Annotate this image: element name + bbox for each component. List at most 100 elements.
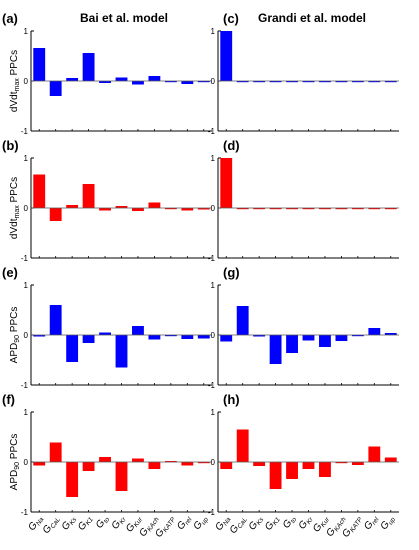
bar-kur xyxy=(319,208,331,210)
y-tick-label: 0 xyxy=(24,204,29,213)
bar-cal xyxy=(236,208,249,210)
y-tick-label: 1 xyxy=(211,281,216,290)
bar-up xyxy=(384,457,397,462)
bar-kr xyxy=(302,208,315,210)
category-label-up: Gup xyxy=(192,513,211,532)
bar-up xyxy=(197,462,210,464)
category-label-kur: GKur xyxy=(124,513,145,535)
bar-k1 xyxy=(269,462,282,489)
y-label-main: APD xyxy=(9,343,20,364)
bar-kur xyxy=(319,81,331,83)
bar-to xyxy=(286,335,298,353)
y-label-sub: max xyxy=(14,205,21,219)
bar-cal xyxy=(49,81,62,96)
y-tick-label: -1 xyxy=(208,381,216,390)
panel-label: (h) xyxy=(223,392,240,407)
bar-to xyxy=(99,208,111,211)
bar-up xyxy=(384,333,397,335)
y-tick-label: 0 xyxy=(24,331,29,340)
panel-b: -1 0 1 (b) xyxy=(2,138,212,263)
y-tick-label: 1 xyxy=(211,408,216,417)
category-sub: K1 xyxy=(85,516,96,527)
category-sub: rel xyxy=(371,516,381,526)
category-sub: Kr xyxy=(305,516,315,526)
bar-kur xyxy=(319,462,331,477)
bar-katp xyxy=(164,81,177,83)
y-tick-label: 0 xyxy=(211,77,216,86)
bar-rel xyxy=(368,446,381,462)
y-tick-label: 1 xyxy=(24,281,29,290)
bar-rel xyxy=(368,81,381,83)
bar-na xyxy=(33,48,46,81)
panel-c: -1 0 1 (c) xyxy=(208,11,399,136)
bar-katp xyxy=(351,335,364,337)
panel-label: (g) xyxy=(223,265,240,280)
bar-cal xyxy=(49,442,62,462)
y-tick-label: 0 xyxy=(211,331,216,340)
bar-k1 xyxy=(82,184,95,208)
bar-to xyxy=(99,81,111,83)
bar-to xyxy=(286,81,298,83)
category-sub: Kr xyxy=(118,516,128,526)
y-label-sub: 90 xyxy=(14,335,21,343)
y-tick-label: 1 xyxy=(211,27,216,36)
category-sub: Ks xyxy=(255,516,266,527)
panel-label: (d) xyxy=(223,138,240,153)
bar-na xyxy=(220,158,233,208)
bar-kr xyxy=(302,81,315,83)
category-sub: rel xyxy=(184,516,194,526)
bar-ks xyxy=(66,335,79,362)
y-tick-label: 1 xyxy=(24,154,29,163)
y-tick-label: 1 xyxy=(24,27,29,36)
category-label-rel: Grel xyxy=(175,513,194,533)
bar-rel xyxy=(181,81,194,84)
bar-kach xyxy=(335,335,348,341)
bar-cal xyxy=(236,429,249,462)
bar-up xyxy=(384,208,397,210)
bar-cal xyxy=(236,306,249,335)
y-tick-label: 0 xyxy=(211,458,216,467)
bar-rel xyxy=(181,335,194,339)
y-tick-label: -1 xyxy=(208,127,216,136)
panel-g: -1 0 1 (g) xyxy=(208,265,399,390)
category-label-katp: GKATP xyxy=(340,513,364,540)
category-label-kr: GKr xyxy=(297,513,316,532)
y-label-suffix: PPCs xyxy=(9,434,20,462)
bar-kach xyxy=(148,202,161,208)
category-sub: up xyxy=(387,516,397,526)
bar-kach xyxy=(335,208,348,210)
category-label-ks: GKs xyxy=(247,513,266,533)
bar-up xyxy=(197,208,210,210)
bar-ks xyxy=(253,335,266,337)
bar-rel xyxy=(181,462,194,466)
bar-to xyxy=(99,332,111,335)
bar-kach xyxy=(148,335,161,340)
bar-kr xyxy=(115,77,128,81)
category-label-k1: GK1 xyxy=(263,513,282,533)
bar-up xyxy=(384,81,397,83)
panel-label: (e) xyxy=(2,265,18,280)
y-label-sub: 90 xyxy=(14,462,21,470)
chart-panels: -101(a)-101(b)-101(c)-101(d)-101(e)-101(… xyxy=(2,11,399,517)
bar-rel xyxy=(181,208,194,211)
bar-na xyxy=(33,335,46,337)
bar-katp xyxy=(351,81,364,83)
category-label-up: Gup xyxy=(379,513,398,532)
y-tick-label: -1 xyxy=(208,254,216,263)
bar-ks xyxy=(253,208,266,210)
bar-kr xyxy=(115,462,128,491)
category-label-ks: GKs xyxy=(60,513,79,533)
bar-katp xyxy=(351,462,364,465)
bar-rel xyxy=(368,328,381,335)
bar-ks xyxy=(253,81,266,83)
bar-cal xyxy=(49,305,62,335)
y-tick-label: 0 xyxy=(24,458,29,467)
category-label-to: Gto xyxy=(281,513,299,531)
y-tick-label: -1 xyxy=(21,254,29,263)
category-label-kr: GKr xyxy=(110,513,129,532)
y-tick-label: 0 xyxy=(211,204,216,213)
bar-kr xyxy=(115,206,128,208)
y-label-suffix: PPCs xyxy=(9,177,20,205)
